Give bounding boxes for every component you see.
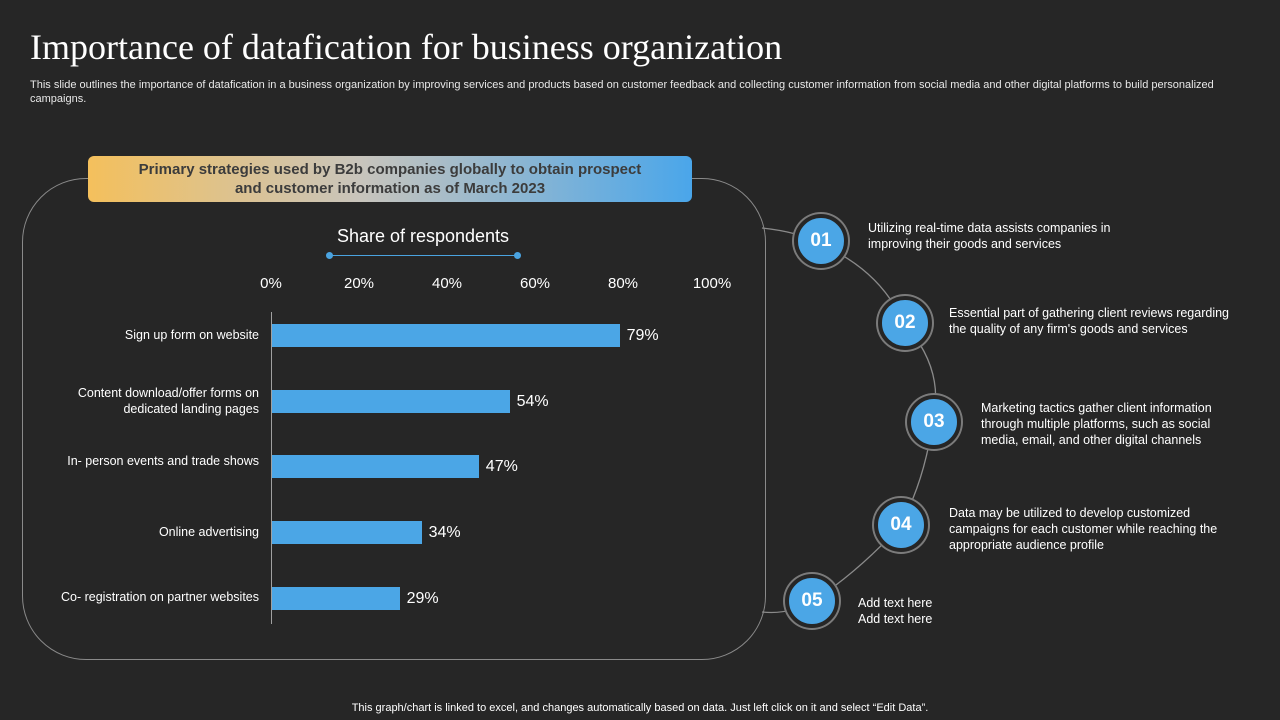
x-tick-label: 100% (692, 275, 732, 292)
step-description: Marketing tactics gather client informat… (981, 401, 1212, 447)
bar-value-label: 54% (516, 393, 549, 410)
bar (272, 390, 510, 413)
bar (272, 587, 400, 610)
step-number-badge: 05 (785, 574, 839, 628)
bar-category-label: Sign up form on website (124, 328, 259, 342)
step-number-badge: 02 (878, 296, 932, 350)
bar-value-label: 29% (406, 590, 439, 607)
step-number-badge: 04 (874, 498, 928, 552)
bar-value-label: 34% (428, 524, 461, 541)
bar-category-label: Co- registration on partner websites (60, 590, 259, 604)
step-description: Essential part of gathering client revie… (949, 306, 1230, 336)
bar-value-label: 79% (626, 327, 659, 344)
legend-dot-right (514, 252, 521, 259)
x-tick-label: 20% (343, 275, 375, 292)
page-title: Importance of datafication for business … (30, 27, 783, 67)
footer-note: This graph/chart is linked to excel, and… (351, 702, 929, 714)
bar-value-label: 47% (485, 458, 518, 475)
step-number-badge: 03 (907, 395, 961, 449)
legend-dot-left (326, 252, 333, 259)
step-description: Data may be utilized to develop customiz… (949, 506, 1218, 552)
banner-text: Primary strategies used by B2b companies… (138, 161, 642, 197)
step-description: Utilizing real-time data assists compani… (868, 221, 1111, 251)
bar (272, 324, 620, 347)
bar-category-label: Online advertising (158, 525, 259, 539)
chart-banner: Primary strategies used by B2b companies… (88, 156, 692, 202)
step-description: Add text here Add text here (858, 596, 933, 626)
page-subtitle: This slide outlines the importance of da… (30, 79, 1214, 105)
legend-line (330, 255, 518, 256)
bar-category-label: In- person events and trade shows (67, 454, 259, 468)
y-axis-line (271, 312, 272, 624)
x-tick-label: 80% (607, 275, 639, 292)
bar (272, 521, 422, 544)
step-number-badge: 01 (794, 214, 848, 268)
chart-title: Share of respondents (336, 226, 510, 246)
x-tick-label: 60% (519, 275, 551, 292)
bar (272, 455, 479, 478)
bar-category-label: Content download/offer forms on dedicate… (77, 386, 259, 416)
x-tick-label: 40% (431, 275, 463, 292)
x-tick-label: 0% (260, 275, 282, 292)
